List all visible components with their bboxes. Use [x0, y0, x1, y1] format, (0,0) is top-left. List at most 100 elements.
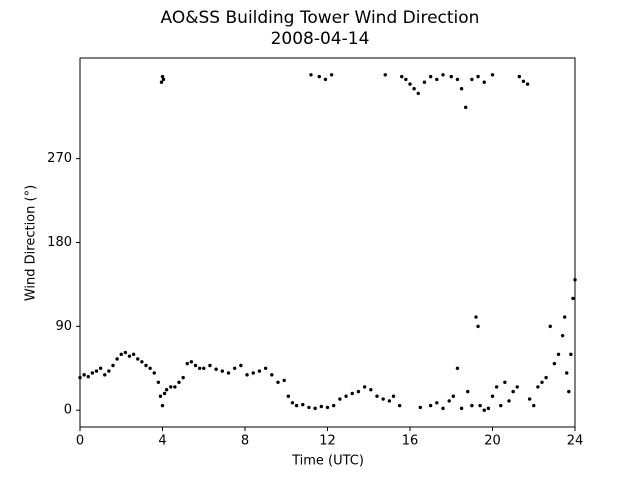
data-point [317, 74, 321, 79]
data-point [569, 352, 573, 357]
data-point [400, 74, 404, 79]
data-point [381, 397, 385, 401]
data-point [270, 373, 274, 377]
data-point [459, 87, 464, 91]
data-point [282, 378, 286, 383]
data-point [449, 74, 453, 79]
data-point [459, 406, 464, 411]
data-point [548, 324, 552, 329]
data-point [202, 366, 206, 370]
data-point [466, 389, 470, 394]
data-point [144, 363, 148, 368]
data-point [189, 360, 194, 364]
data-point [286, 394, 291, 398]
data-point [173, 385, 177, 389]
data-point [185, 361, 189, 366]
data-point [177, 380, 181, 384]
data-point [552, 361, 557, 366]
x-tick-label: 20 [484, 434, 501, 449]
data-point [470, 77, 474, 82]
data-point [397, 403, 402, 408]
data-point [428, 74, 433, 79]
data-point [159, 80, 164, 84]
data-point [123, 350, 128, 355]
data-point [499, 403, 503, 408]
data-point [140, 360, 144, 364]
data-point [412, 87, 416, 91]
data-point [544, 375, 548, 380]
data-point [418, 405, 423, 410]
data-point [556, 352, 561, 357]
data-point [470, 403, 474, 408]
x-tick-label: 24 [567, 434, 584, 449]
data-point [515, 385, 519, 389]
data-point [447, 399, 451, 403]
data-point [257, 369, 262, 373]
data-point [131, 352, 136, 357]
data-point [214, 367, 218, 371]
data-point [474, 315, 478, 319]
data-point [482, 80, 486, 84]
data-point [325, 405, 330, 410]
x-axis-label: Time (UTC) [291, 454, 364, 469]
plot-frame [79, 57, 576, 428]
data-point [307, 405, 311, 410]
data-point [119, 352, 123, 357]
data-point [494, 385, 499, 389]
data-point [451, 394, 456, 398]
y-tick-label: 270 [47, 151, 72, 166]
data-point [503, 380, 507, 384]
data-point [383, 73, 387, 77]
data-point [331, 403, 336, 408]
data-point [197, 366, 202, 370]
data-point [232, 366, 237, 370]
data-point [164, 388, 169, 392]
data-point [490, 394, 495, 398]
x-tick-label: 0 [76, 434, 84, 449]
data-point [532, 403, 536, 408]
data-point [111, 363, 115, 368]
data-point [136, 357, 140, 361]
data-point [160, 74, 165, 79]
data-point [152, 371, 156, 375]
data-point [455, 366, 460, 370]
data-point [527, 397, 532, 401]
data-point [476, 324, 480, 329]
data-point [560, 333, 565, 338]
data-point [344, 394, 348, 398]
data-point [162, 391, 167, 396]
data-point [181, 375, 185, 380]
data-point [404, 77, 408, 82]
data-point [511, 389, 515, 394]
data-point [115, 357, 119, 361]
data-point [226, 371, 231, 375]
data-point [536, 385, 540, 389]
data-point [319, 404, 324, 409]
data-point [98, 366, 103, 370]
y-axis-label: Wind Direction (°) [24, 185, 39, 301]
x-tick-label: 16 [402, 434, 419, 449]
data-point [476, 74, 480, 79]
data-point [375, 394, 379, 398]
data-point [313, 406, 317, 411]
data-point [245, 373, 249, 377]
data-point [208, 363, 212, 368]
data-point [482, 408, 486, 412]
data-point [103, 373, 107, 377]
data-point [391, 394, 396, 398]
data-point [193, 363, 198, 368]
data-point [107, 369, 111, 373]
data-point [263, 366, 268, 370]
data-point [169, 385, 173, 389]
data-point [350, 391, 354, 396]
data-point [525, 82, 530, 86]
data-point [338, 397, 342, 401]
data-point [78, 375, 82, 380]
data-point [573, 278, 577, 282]
x-tick-label: 4 [158, 434, 166, 449]
data-point [294, 403, 299, 408]
data-point [82, 373, 86, 377]
data-point [422, 80, 427, 84]
